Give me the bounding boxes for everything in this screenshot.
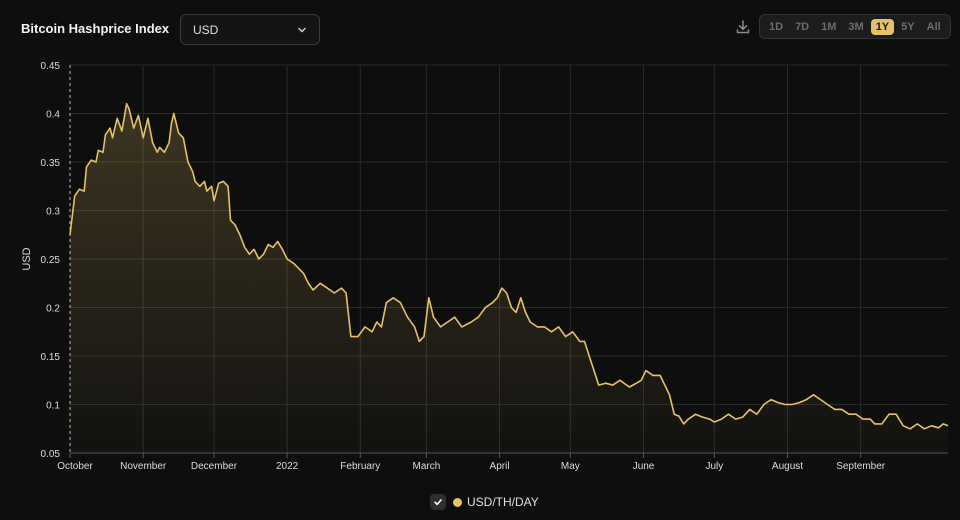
legend-series-dot bbox=[453, 497, 462, 507]
x-tick-label: June bbox=[633, 461, 655, 472]
x-tick-label: November bbox=[120, 461, 167, 472]
y-tick-label: 0.2 bbox=[46, 304, 60, 315]
x-tick-label: 2022 bbox=[276, 461, 299, 472]
download-icon[interactable] bbox=[735, 19, 751, 35]
x-tick-label: April bbox=[490, 461, 510, 472]
y-tick-label: 0.05 bbox=[41, 449, 61, 460]
range-button-3m[interactable]: 3M bbox=[848, 20, 864, 33]
chevron-down-icon bbox=[298, 27, 306, 33]
x-tick-label: May bbox=[561, 461, 580, 472]
currency-select[interactable]: USD bbox=[180, 14, 320, 45]
x-tick-label: August bbox=[772, 461, 803, 472]
x-tick-label: March bbox=[412, 461, 440, 472]
series-area bbox=[70, 103, 948, 454]
check-icon bbox=[434, 499, 442, 506]
legend-series-label: USD/TH/DAY bbox=[467, 495, 539, 509]
y-tick-label: 0.3 bbox=[46, 207, 60, 218]
y-tick-label: 0.45 bbox=[41, 61, 61, 72]
x-tick-label: October bbox=[57, 461, 93, 472]
series-line bbox=[69, 103, 949, 430]
legend-toggle[interactable] bbox=[430, 494, 446, 510]
hashprice-chart: 0.05 0.1 0.15 0.2 0.25 0.3 0.35 0.4 0.45 October N… bbox=[21, 61, 949, 472]
y-tick-label: 0.35 bbox=[41, 158, 61, 169]
x-tick-label: February bbox=[340, 461, 380, 472]
range-button-7d[interactable]: 7D bbox=[795, 20, 810, 33]
y-tick-label: 0.15 bbox=[41, 352, 61, 363]
y-tick-label: 0.4 bbox=[46, 110, 60, 121]
y-tick-label: 0.25 bbox=[41, 255, 61, 266]
time-range-selector: 1D 7D 1M 3M 1Y 5Y All bbox=[759, 14, 951, 39]
range-button-5y[interactable]: 5Y bbox=[901, 20, 915, 33]
x-tick-label: July bbox=[705, 461, 723, 472]
legend: USD/TH/DAY bbox=[430, 494, 539, 510]
range-button-all[interactable]: All bbox=[926, 20, 941, 33]
range-button-1y[interactable]: 1Y bbox=[870, 18, 895, 35]
x-tick-label: December bbox=[191, 461, 238, 472]
range-button-1d[interactable]: 1D bbox=[769, 20, 784, 33]
y-axis-label: USD bbox=[21, 247, 33, 270]
range-button-1m[interactable]: 1M bbox=[821, 20, 837, 33]
x-tick-label: September bbox=[836, 461, 886, 472]
y-tick-label: 0.1 bbox=[46, 401, 60, 412]
chart-title: Bitcoin Hashprice Index bbox=[21, 21, 170, 36]
currency-value: USD bbox=[193, 22, 219, 37]
